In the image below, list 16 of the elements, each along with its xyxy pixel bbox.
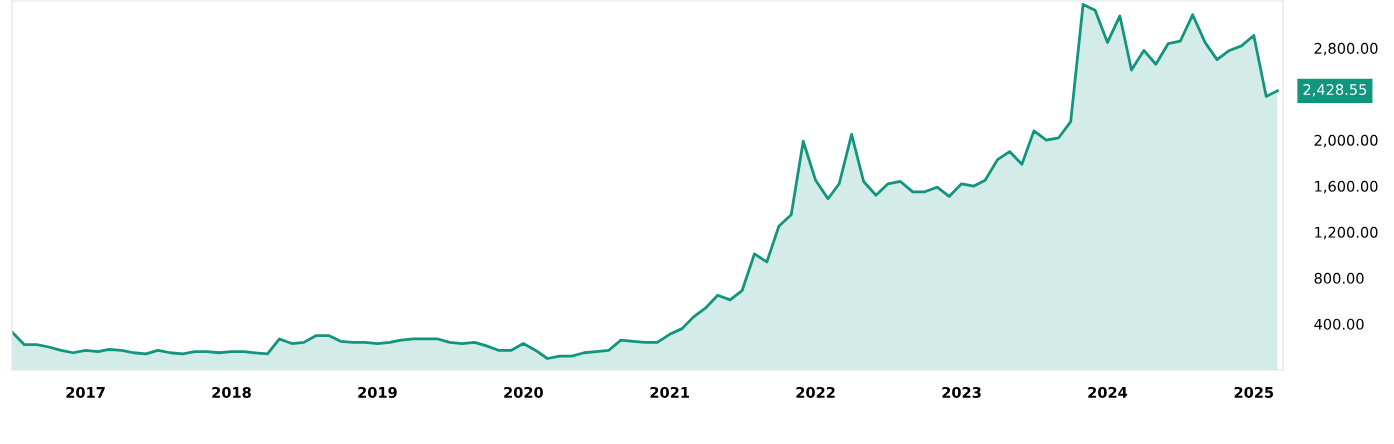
x-tick-label: 2020 [504,386,543,398]
x-tick-label: 2018 [212,386,251,398]
x-tick-label: 2021 [650,386,689,398]
y-tick-label: 800.00 [1314,272,1364,284]
y-tick-label: 2,000.00 [1314,134,1378,148]
x-tick-label: 2019 [358,386,397,398]
y-tick-label: 2,800.00 [1314,42,1378,56]
y-tick-label: 1,200.00 [1315,226,1378,240]
y-tick-label: 1,600.00 [1315,180,1378,194]
x-tick-label: 2023 [942,386,981,398]
x-tick-label: 2025 [1234,386,1274,398]
text: 2,428.55 [1303,84,1367,97]
x-tick-label: 2022 [796,386,835,398]
x-tick-label: 2017 [66,386,105,398]
y-tick-label: 400.00 [1314,318,1364,330]
x-tick-label: 2024 [1088,386,1128,398]
